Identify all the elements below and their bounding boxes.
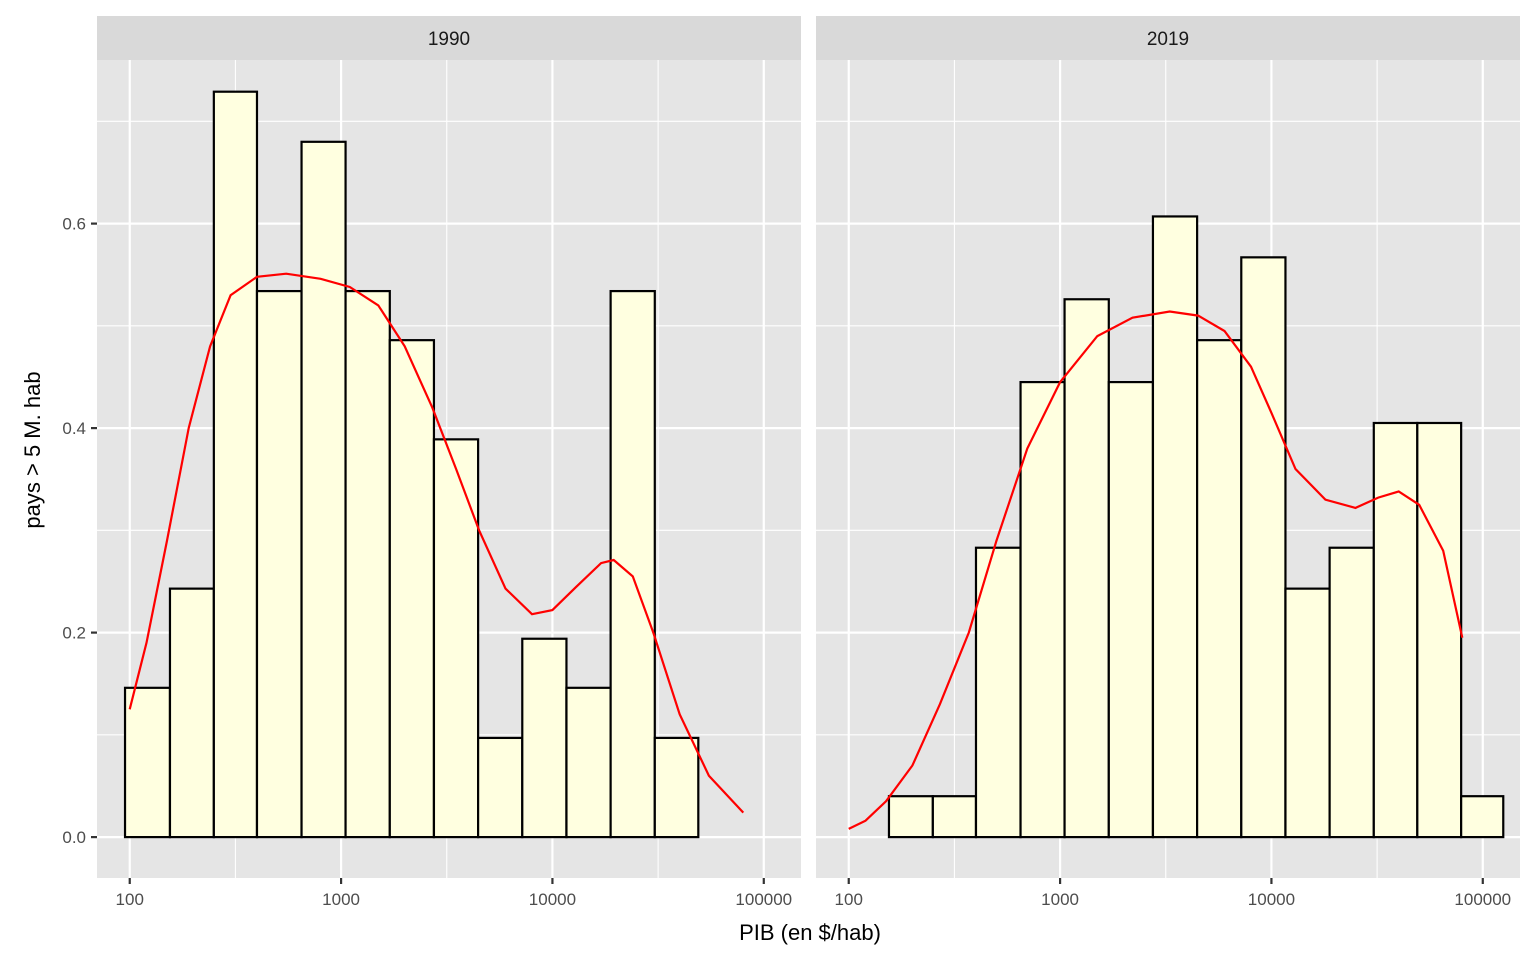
histogram-bar xyxy=(931,795,978,839)
y-axis-title: pays > 5 M. hab xyxy=(20,371,45,528)
density-curve xyxy=(128,272,745,814)
histogram-bar xyxy=(212,90,259,839)
histogram-bar xyxy=(1107,380,1155,839)
histogram-bar xyxy=(974,546,1022,839)
x-tick-label: 100000 xyxy=(1454,890,1511,909)
x-tick-label: 10000 xyxy=(1248,890,1295,909)
histogram-bar xyxy=(344,289,391,839)
y-tick-label: 0.4 xyxy=(62,419,86,438)
facet-strip-label: 1990 xyxy=(428,29,470,50)
y-tick-label: 0.2 xyxy=(62,624,86,643)
facet-panel-2019: 2019 100 1000 10000 100000 xyxy=(816,16,1520,909)
histogram-bar xyxy=(123,686,172,839)
histogram-bar xyxy=(887,795,934,839)
histogram-bar xyxy=(653,736,700,839)
histogram-bar xyxy=(1328,546,1375,839)
facet-strip xyxy=(97,16,801,60)
histogram-bar xyxy=(255,289,303,839)
x-tick-label: 10000 xyxy=(529,890,576,909)
x-tick-label: 100000 xyxy=(735,890,792,909)
histogram-bar xyxy=(477,736,524,839)
histogram-bar xyxy=(168,587,215,839)
histogram-bar xyxy=(1416,421,1463,839)
y-tick-label: 0.6 xyxy=(62,215,86,234)
histogram-bar xyxy=(432,438,480,839)
x-tick-label: 100 xyxy=(835,890,863,909)
facet-strip-label: 2019 xyxy=(1147,29,1189,50)
histogram-bar xyxy=(1063,298,1110,839)
x-axis-title: PIB (en $/hab) xyxy=(739,920,881,945)
histogram-bar xyxy=(1284,587,1331,839)
x-tick-label: 1000 xyxy=(1041,890,1079,909)
histogram-bar xyxy=(1151,215,1199,839)
histogram-bar xyxy=(1196,339,1243,839)
histogram-bar xyxy=(1019,380,1066,839)
y-tick-label: 0.0 xyxy=(62,828,86,847)
x-tick-label: 100 xyxy=(116,890,144,909)
x-tick-label: 1000 xyxy=(322,890,360,909)
histogram-bar xyxy=(1460,795,1505,839)
histogram-bar xyxy=(1372,421,1419,839)
facet-panel-1990: 1990 100 1000 10000 100000 xyxy=(97,16,801,909)
facet-strip xyxy=(816,16,1520,60)
y-axis: 0.0 0.2 0.4 0.6 xyxy=(62,215,97,847)
density-curve xyxy=(848,310,1464,830)
histogram-bar xyxy=(521,637,568,839)
histogram-bar xyxy=(1240,256,1287,839)
histogram-bar xyxy=(565,686,612,839)
histogram-bar xyxy=(388,339,436,839)
histogram-bar xyxy=(300,140,347,839)
